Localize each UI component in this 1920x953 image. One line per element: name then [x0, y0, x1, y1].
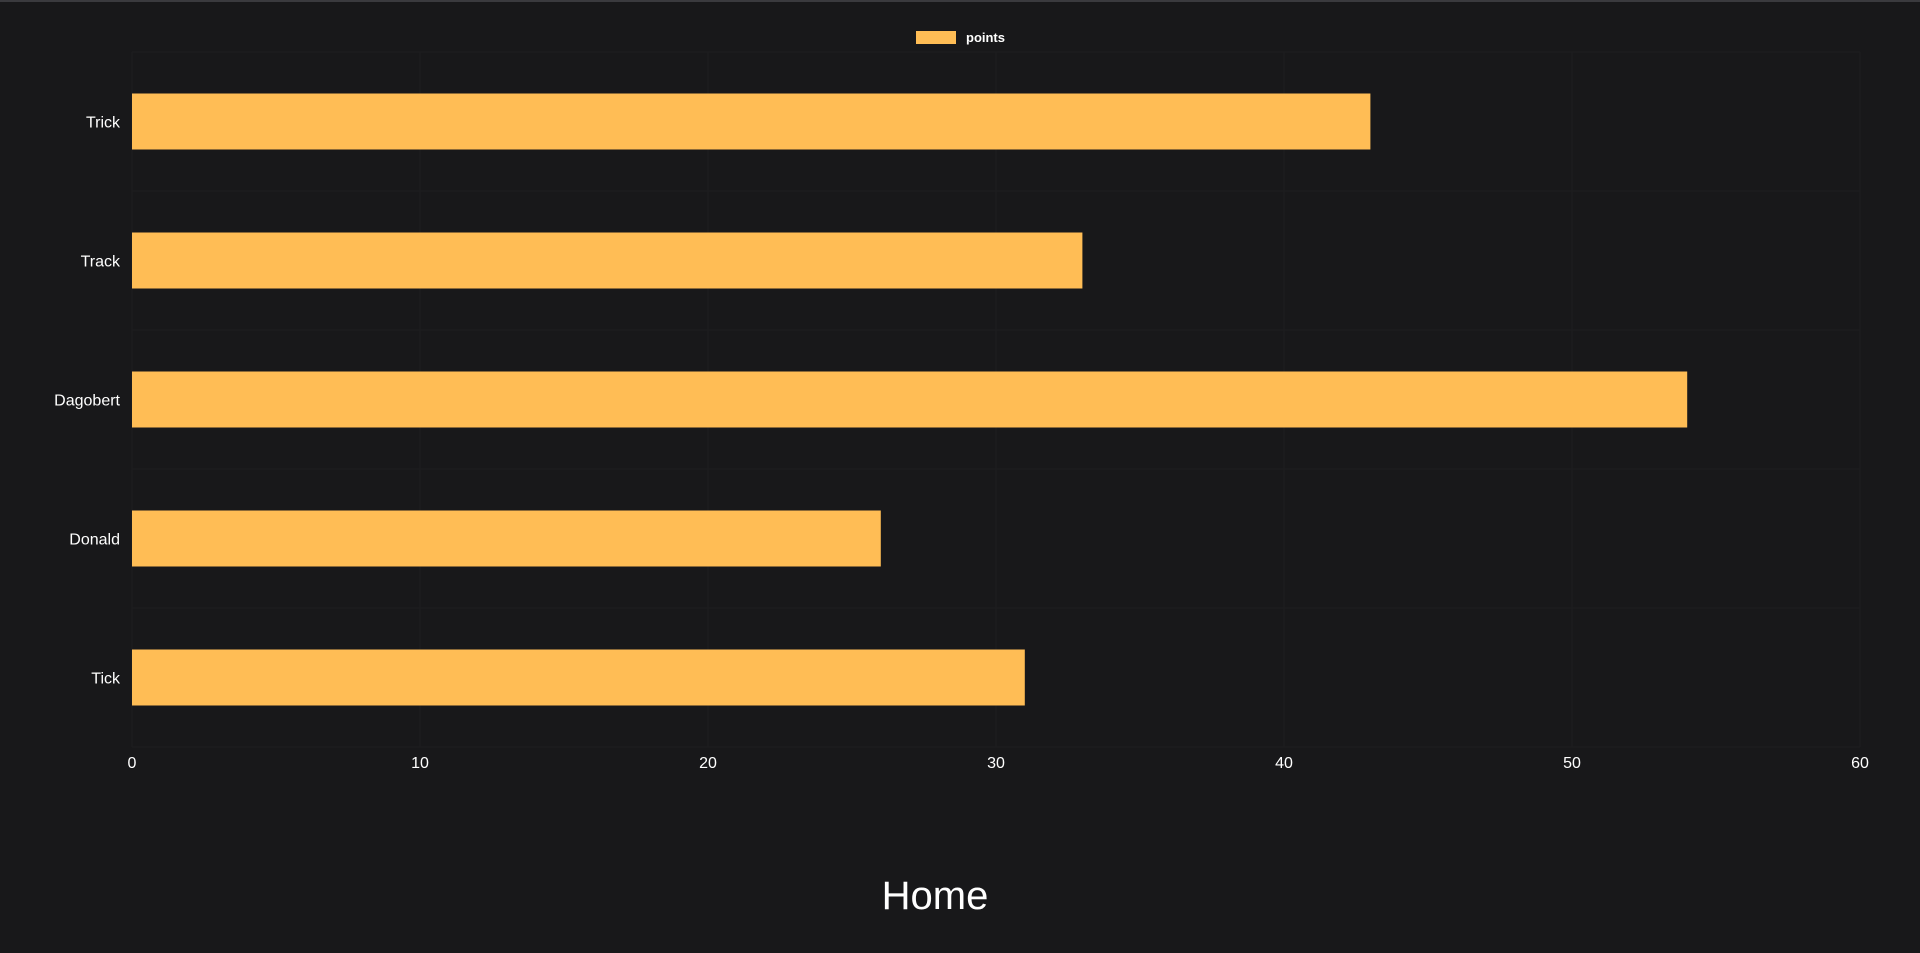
page-title: Home	[881, 874, 989, 918]
category-label: Donald	[69, 532, 120, 549]
bar-chart: points Trick Track Dagobert Donald Tick 0 10 2…	[54, 30, 1869, 772]
category-axis: Trick Track Dagobert Donald Tick	[54, 115, 121, 688]
category-label: Dagobert	[54, 393, 120, 410]
x-tick-label: 30	[987, 755, 1005, 772]
x-tick-label: 60	[1851, 755, 1869, 772]
legend-label: points	[966, 30, 1005, 45]
x-tick-label: 50	[1563, 755, 1581, 772]
bar-dagobert[interactable]	[132, 371, 1688, 428]
x-tick-label: 10	[411, 755, 429, 772]
chart-legend[interactable]: points	[916, 30, 1005, 45]
window-top-border	[0, 0, 1920, 2]
x-tick-label: 0	[128, 755, 137, 772]
x-tick-label: 20	[699, 755, 717, 772]
bar-track[interactable]	[132, 232, 1083, 289]
bar-donald[interactable]	[132, 510, 881, 567]
category-label: Track	[81, 254, 121, 271]
value-axis: 0 10 20 30 40 50 60	[128, 755, 1869, 772]
chart-grid	[131, 51, 1861, 748]
legend-swatch	[916, 31, 956, 44]
x-tick-label: 40	[1275, 755, 1293, 772]
bar-tick[interactable]	[132, 649, 1025, 706]
bar-trick[interactable]	[132, 93, 1371, 150]
chart-bars	[132, 93, 1688, 706]
category-label: Tick	[91, 671, 121, 688]
bar-chart-svg: points Trick Track Dagobert Donald Tick 0 10 2…	[54, 30, 1869, 772]
category-label: Trick	[86, 115, 121, 132]
